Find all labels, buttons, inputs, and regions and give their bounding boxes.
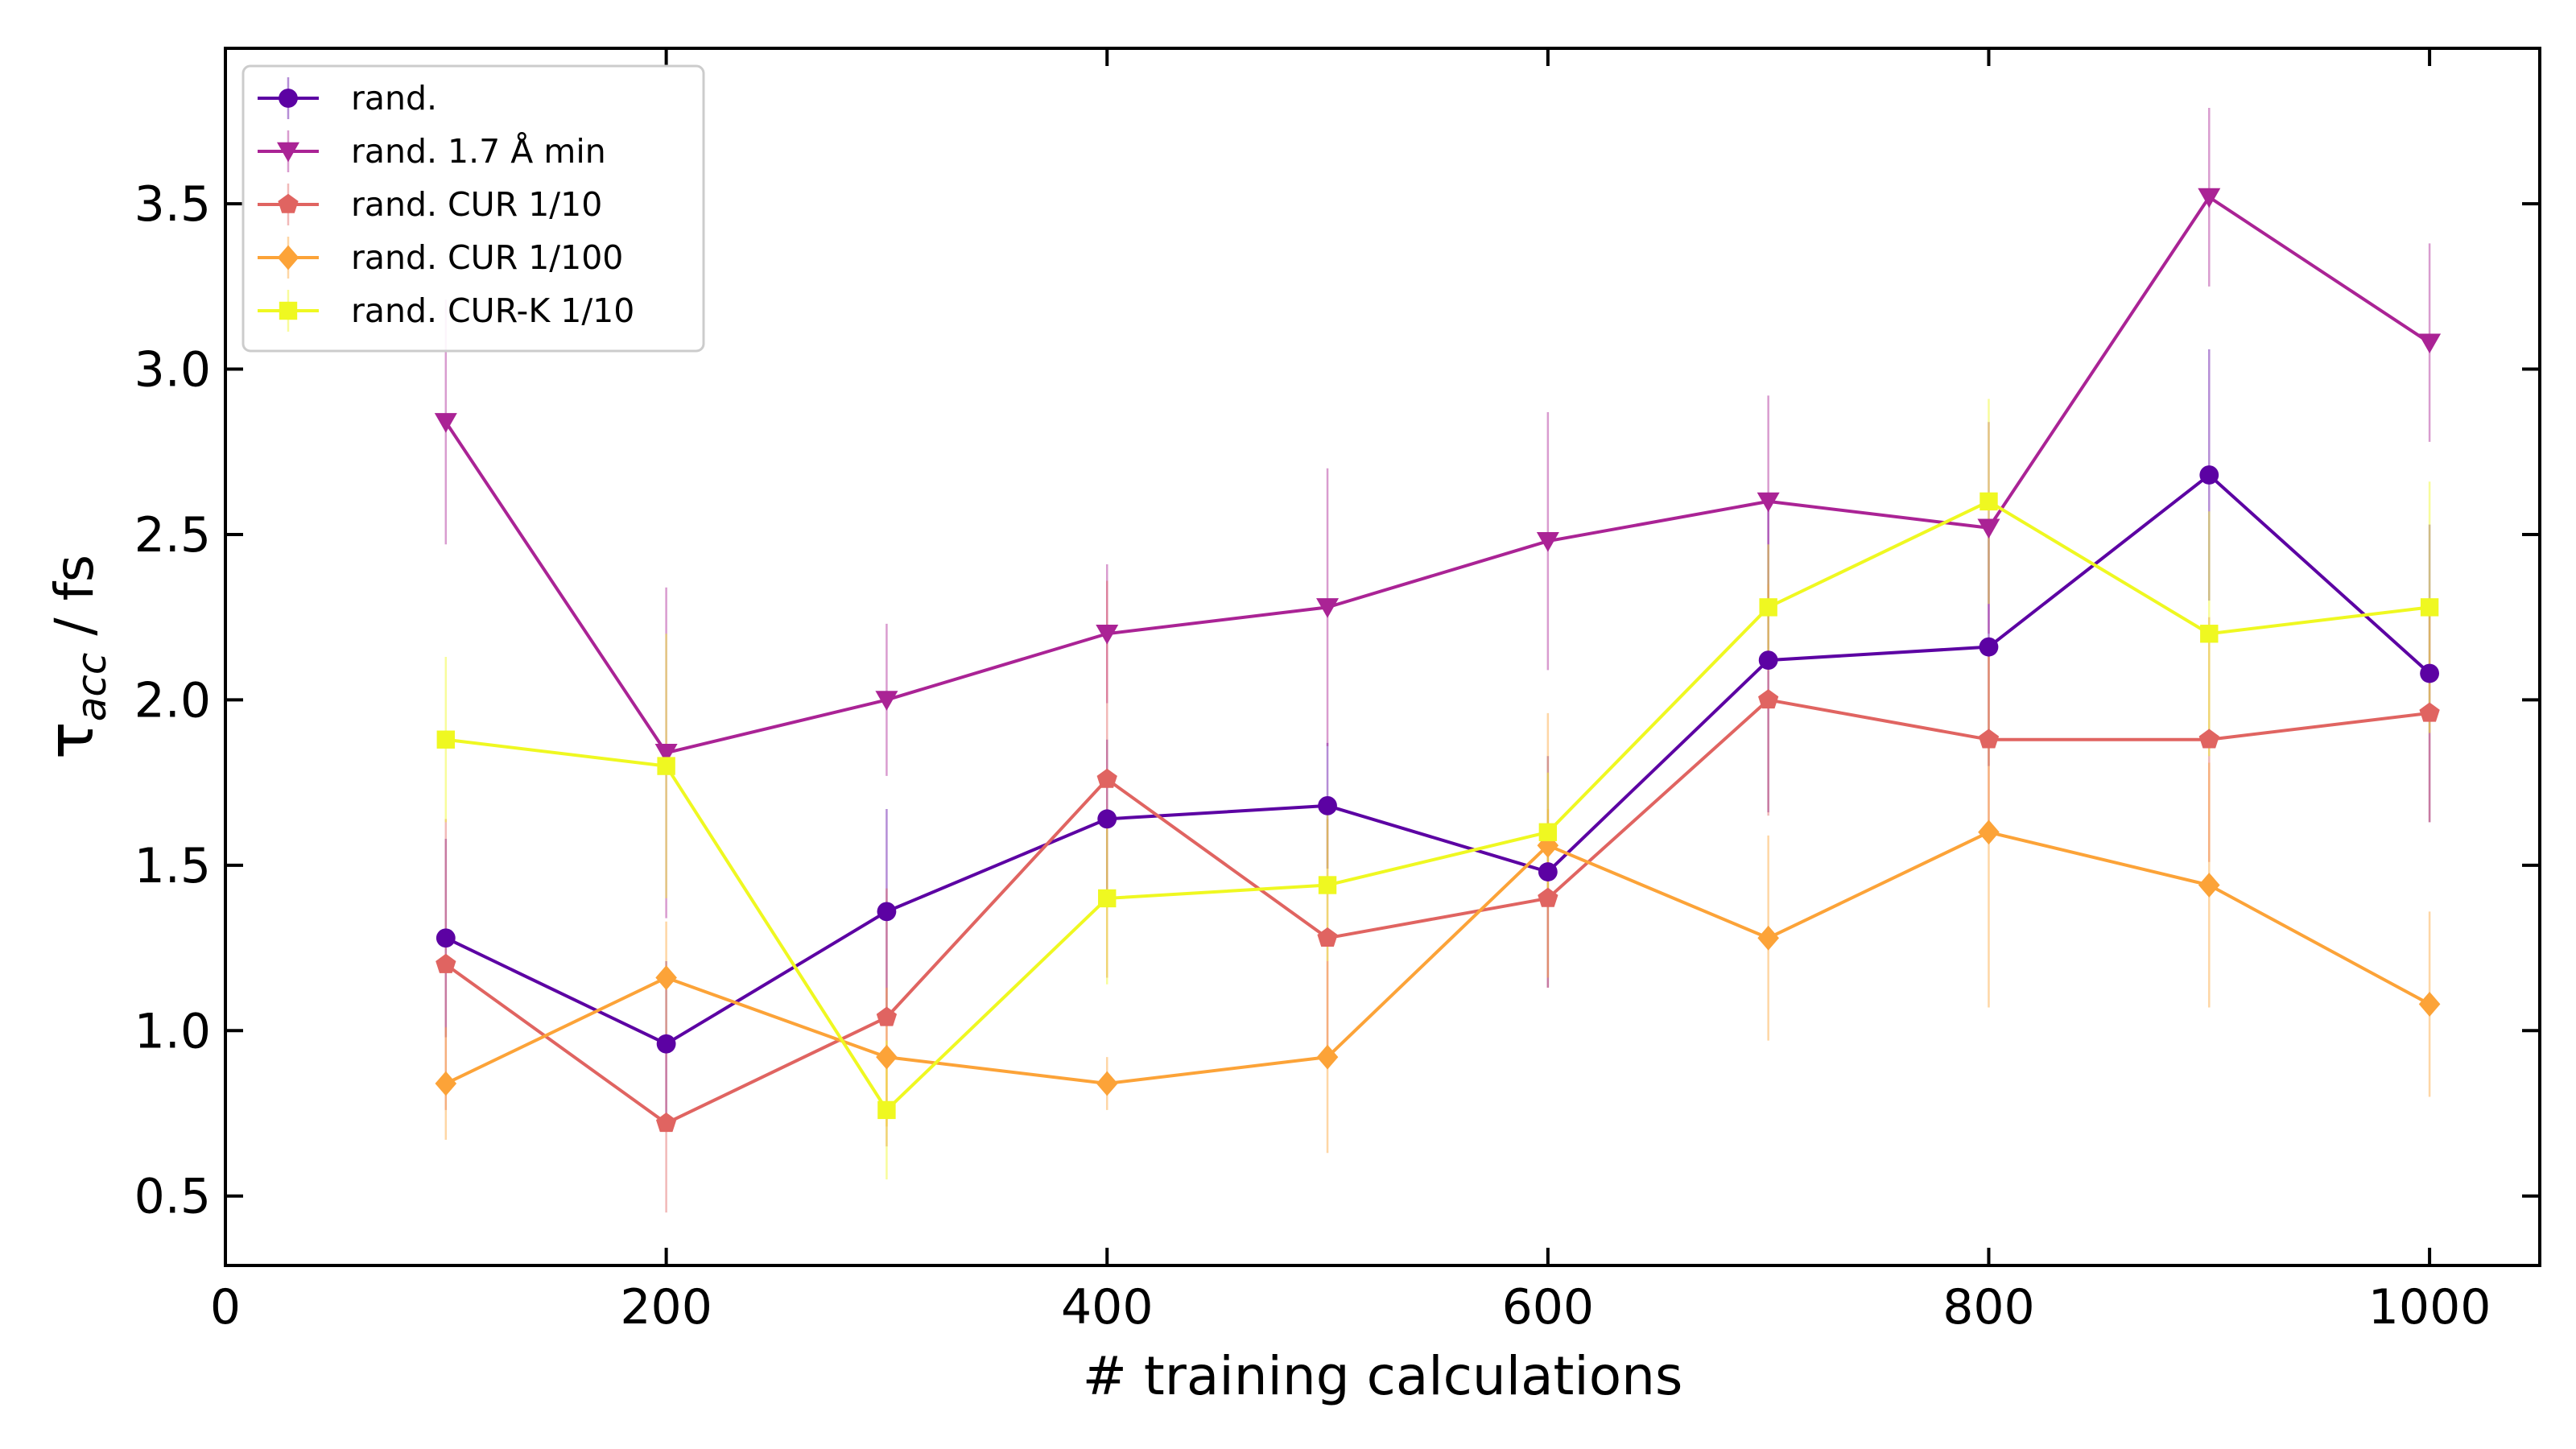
y-tick-label: 1.5 (134, 838, 211, 894)
rand-1-7-min-point (1536, 531, 1559, 552)
rand-cur-1-100-point (876, 1044, 898, 1070)
rand-cur-1-10-point (436, 953, 456, 973)
rand-point (877, 902, 897, 922)
rand-cur-k-1-10-point (1759, 598, 1777, 617)
rand-cur-1-100-point (2198, 873, 2220, 898)
y-tick-label: 0.5 (134, 1169, 211, 1225)
rand-1-7-min-point (434, 413, 457, 433)
plot-frame (224, 47, 2541, 1267)
rand-cur-k-1-10-point (657, 757, 675, 775)
rand-1-7-min-point (2198, 188, 2221, 208)
x-tick-label: 400 (1061, 1279, 1154, 1335)
rand-line (444, 473, 2431, 1046)
x-tick-label: 800 (1942, 1279, 2035, 1335)
error-bars (444, 107, 2431, 1213)
rand-cur-k-1-10-point (1098, 889, 1117, 908)
rand-cur-1-100-point (435, 1071, 457, 1096)
x-tick-label: 0 (210, 1279, 241, 1335)
y-tick-label: 1.0 (134, 1003, 211, 1059)
rand-cur-1-10-point (655, 1113, 677, 1133)
x-tick-label: 1000 (2368, 1279, 2491, 1335)
rand-1-7-min-point (875, 691, 898, 711)
rand-point (1979, 637, 1999, 657)
rand-point (1538, 862, 1558, 881)
series-markers (434, 188, 2442, 1133)
rand-cur-1-10-point (1978, 729, 2000, 749)
rand-point (1097, 809, 1117, 829)
rand-cur-1-10-point (1317, 927, 1338, 947)
x-axis-ticks: 0 200 400 600 800 1000 (210, 48, 2491, 1335)
rand-cur-k-1-10-point (436, 730, 456, 749)
y-tick-label: 2.5 (134, 507, 211, 564)
legend-label-rand-cur-k-1-10: rand. CUR-K 1/10 (351, 291, 634, 330)
rand-cur-k-1-10-line (445, 499, 2430, 1112)
y-tick-label: 3.5 (134, 176, 211, 233)
rand-cur-k-1-10-point (1979, 492, 1998, 511)
legend-label-rand-cur-1-100: rand. CUR 1/100 (351, 238, 623, 277)
legend: rand. rand. 1.7 Å min rand. CUR 1/10 rand. … (242, 64, 705, 353)
rand-cur-1-10-point (1538, 887, 1558, 907)
x-tick-label: 200 (620, 1279, 712, 1335)
rand-cur-1-100-line (444, 830, 2431, 1086)
legend-marker-rand-1-7-min (277, 142, 299, 163)
rand-cur-1-100-point (2418, 992, 2441, 1017)
legend-label-rand-cur-1-10: rand. CUR 1/10 (351, 185, 602, 224)
rand-cur-k-1-10-point (2420, 598, 2439, 617)
rand-cur-1-10-point (1758, 689, 1779, 709)
rand-point (1318, 795, 1337, 815)
rand-point (1758, 650, 1778, 671)
y-tick-label: 2.0 (134, 672, 211, 729)
rand-cur-1-10-point (876, 1006, 898, 1026)
x-tick-label: 600 (1502, 1279, 1595, 1335)
rand-point (656, 1034, 676, 1054)
rand-cur-1-10-point (1096, 768, 1117, 788)
rand-cur-k-1-10-point (1318, 876, 1337, 894)
rand-cur-1-10-point (2198, 729, 2219, 749)
legend-label-rand: rand. (351, 79, 437, 118)
rand-1-7-min-point (1977, 518, 2000, 539)
rand-cur-1-100-point (1757, 925, 1779, 951)
legend-label-rand-1-7-min: rand. 1.7 Å min (351, 132, 606, 171)
rand-cur-k-1-10-point (877, 1100, 896, 1120)
rand-cur-1-10-line (444, 698, 2430, 1125)
rand-cur-1-100-point (1316, 1044, 1339, 1070)
rand-point (2199, 465, 2219, 485)
legend-box (242, 64, 705, 353)
rand-1-7-min-point (1316, 598, 1340, 618)
rand-cur-k-1-10-point (1538, 823, 1558, 841)
rand-1-7-min-point (1096, 625, 1119, 645)
rand-1-7-min-point (1757, 492, 1780, 513)
legend-marker-rand (279, 89, 298, 108)
rand-point (436, 928, 456, 948)
y-axis-ticks: 0.5 1.0 1.5 2.0 2.5 3.0 3.5 (134, 176, 2540, 1225)
rand-cur-1-10-point (2419, 702, 2440, 722)
rand-point (2420, 663, 2439, 683)
legend-marker-rand-cur-k-1-10 (279, 301, 298, 320)
rand-1-7-min-line (444, 195, 2431, 755)
x-axis-label: # training calculations (1083, 1345, 1683, 1407)
legend-marker-rand-cur-1-100 (277, 245, 299, 270)
rand-cur-1-100-point (655, 965, 677, 990)
rand-cur-k-1-10-point (2200, 625, 2219, 643)
rand-1-7-min-point (2418, 333, 2442, 353)
y-axis-subscript: acc (68, 653, 115, 722)
series-lines (444, 195, 2431, 1125)
y-tick-label: 3.0 (134, 342, 211, 398)
rand-cur-1-100-point (1096, 1071, 1118, 1096)
legend-marker-rand-cur-1-10 (278, 193, 299, 213)
y-axis-label: τacc / fs (35, 555, 115, 759)
y-axis-symbol: τ (35, 721, 108, 759)
rand-1-7-min-point (654, 743, 678, 764)
y-axis-unit: / fs (43, 555, 105, 653)
rand-cur-1-100-point (1978, 819, 2000, 845)
